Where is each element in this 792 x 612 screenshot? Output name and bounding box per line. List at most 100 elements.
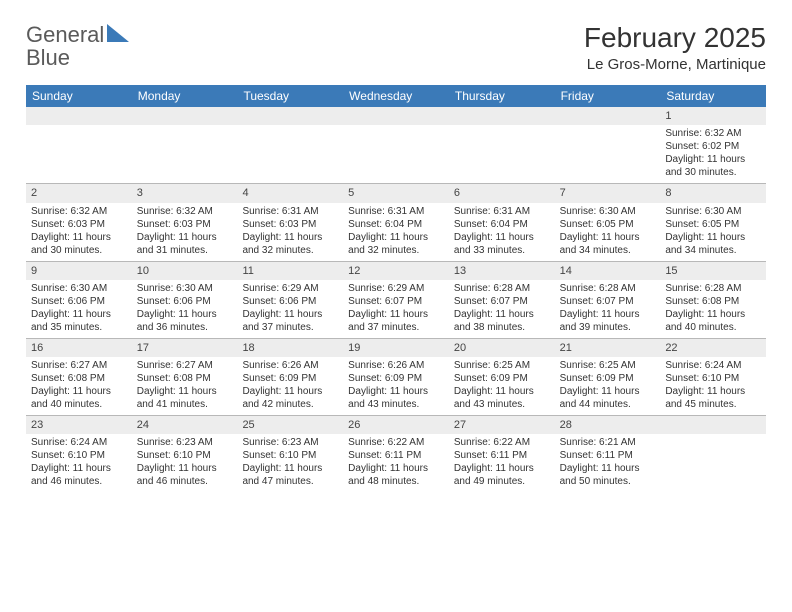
calendar: Sunday Monday Tuesday Wednesday Thursday… [26, 85, 766, 492]
day-details: Sunrise: 6:32 AMSunset: 6:03 PMDaylight:… [132, 203, 238, 261]
day-details: Sunrise: 6:27 AMSunset: 6:08 PMDaylight:… [26, 357, 132, 415]
daylight-text: Daylight: 11 hours and 40 minutes. [31, 385, 127, 411]
month-title: February 2025 [584, 22, 766, 54]
day-number: 17 [132, 339, 238, 357]
daylight-text: Daylight: 11 hours and 43 minutes. [348, 385, 444, 411]
day-cell: 28Sunrise: 6:21 AMSunset: 6:11 PMDayligh… [555, 416, 661, 492]
sunrise-text: Sunrise: 6:27 AM [137, 359, 233, 372]
sunrise-text: Sunrise: 6:30 AM [137, 282, 233, 295]
day-number [132, 107, 238, 125]
sunset-text: Sunset: 6:07 PM [348, 295, 444, 308]
daylight-text: Daylight: 11 hours and 39 minutes. [560, 308, 656, 334]
day-number: 27 [449, 416, 555, 434]
day-cell [555, 107, 661, 183]
sunrise-text: Sunrise: 6:21 AM [560, 436, 656, 449]
day-cell: 8Sunrise: 6:30 AMSunset: 6:05 PMDaylight… [660, 184, 766, 260]
day-cell: 18Sunrise: 6:26 AMSunset: 6:09 PMDayligh… [237, 339, 343, 415]
weekday-header: Saturday [660, 85, 766, 107]
day-details: Sunrise: 6:25 AMSunset: 6:09 PMDaylight:… [555, 357, 661, 415]
day-cell: 21Sunrise: 6:25 AMSunset: 6:09 PMDayligh… [555, 339, 661, 415]
day-cell: 23Sunrise: 6:24 AMSunset: 6:10 PMDayligh… [26, 416, 132, 492]
sunset-text: Sunset: 6:02 PM [665, 140, 761, 153]
day-number: 8 [660, 184, 766, 202]
location-subtitle: Le Gros-Morne, Martinique [584, 56, 766, 73]
day-cell: 6Sunrise: 6:31 AMSunset: 6:04 PMDaylight… [449, 184, 555, 260]
daylight-text: Daylight: 11 hours and 42 minutes. [242, 385, 338, 411]
sunrise-text: Sunrise: 6:26 AM [348, 359, 444, 372]
day-details: Sunrise: 6:30 AMSunset: 6:05 PMDaylight:… [555, 203, 661, 261]
sunrise-text: Sunrise: 6:31 AM [242, 205, 338, 218]
day-details: Sunrise: 6:32 AMSunset: 6:02 PMDaylight:… [660, 125, 766, 183]
day-cell: 20Sunrise: 6:25 AMSunset: 6:09 PMDayligh… [449, 339, 555, 415]
day-number: 6 [449, 184, 555, 202]
day-details: Sunrise: 6:30 AMSunset: 6:06 PMDaylight:… [26, 280, 132, 338]
day-details: Sunrise: 6:30 AMSunset: 6:05 PMDaylight:… [660, 203, 766, 261]
brand-word2: Blue [26, 45, 70, 70]
daylight-text: Daylight: 11 hours and 34 minutes. [665, 231, 761, 257]
brand-triangle-icon [107, 24, 129, 42]
day-cell [237, 107, 343, 183]
daylight-text: Daylight: 11 hours and 30 minutes. [31, 231, 127, 257]
sunset-text: Sunset: 6:10 PM [31, 449, 127, 462]
sunset-text: Sunset: 6:10 PM [137, 449, 233, 462]
daylight-text: Daylight: 11 hours and 38 minutes. [454, 308, 550, 334]
sunset-text: Sunset: 6:05 PM [560, 218, 656, 231]
sunset-text: Sunset: 6:08 PM [665, 295, 761, 308]
day-details: Sunrise: 6:26 AMSunset: 6:09 PMDaylight:… [237, 357, 343, 415]
day-number [26, 107, 132, 125]
day-number: 25 [237, 416, 343, 434]
week-row: 16Sunrise: 6:27 AMSunset: 6:08 PMDayligh… [26, 338, 766, 415]
day-details: Sunrise: 6:26 AMSunset: 6:09 PMDaylight:… [343, 357, 449, 415]
day-cell: 14Sunrise: 6:28 AMSunset: 6:07 PMDayligh… [555, 262, 661, 338]
day-cell: 15Sunrise: 6:28 AMSunset: 6:08 PMDayligh… [660, 262, 766, 338]
day-cell: 16Sunrise: 6:27 AMSunset: 6:08 PMDayligh… [26, 339, 132, 415]
sunrise-text: Sunrise: 6:31 AM [454, 205, 550, 218]
page-header: General Blue February 2025 Le Gros-Morne… [26, 22, 766, 73]
sunset-text: Sunset: 6:08 PM [137, 372, 233, 385]
sunrise-text: Sunrise: 6:22 AM [454, 436, 550, 449]
sunset-text: Sunset: 6:11 PM [348, 449, 444, 462]
day-number [343, 107, 449, 125]
sunrise-text: Sunrise: 6:28 AM [665, 282, 761, 295]
daylight-text: Daylight: 11 hours and 32 minutes. [242, 231, 338, 257]
day-cell: 24Sunrise: 6:23 AMSunset: 6:10 PMDayligh… [132, 416, 238, 492]
sunset-text: Sunset: 6:06 PM [137, 295, 233, 308]
day-cell: 27Sunrise: 6:22 AMSunset: 6:11 PMDayligh… [449, 416, 555, 492]
weekday-header: Wednesday [343, 85, 449, 107]
day-number: 1 [660, 107, 766, 125]
sunset-text: Sunset: 6:07 PM [454, 295, 550, 308]
day-cell: 9Sunrise: 6:30 AMSunset: 6:06 PMDaylight… [26, 262, 132, 338]
weekday-header: Thursday [449, 85, 555, 107]
day-details: Sunrise: 6:24 AMSunset: 6:10 PMDaylight:… [26, 434, 132, 492]
day-cell: 25Sunrise: 6:23 AMSunset: 6:10 PMDayligh… [237, 416, 343, 492]
sunset-text: Sunset: 6:11 PM [454, 449, 550, 462]
sunset-text: Sunset: 6:06 PM [242, 295, 338, 308]
day-number: 10 [132, 262, 238, 280]
sunrise-text: Sunrise: 6:30 AM [31, 282, 127, 295]
day-number: 9 [26, 262, 132, 280]
day-number: 21 [555, 339, 661, 357]
day-cell: 17Sunrise: 6:27 AMSunset: 6:08 PMDayligh… [132, 339, 238, 415]
day-details: Sunrise: 6:28 AMSunset: 6:07 PMDaylight:… [449, 280, 555, 338]
sunrise-text: Sunrise: 6:26 AM [242, 359, 338, 372]
title-block: February 2025 Le Gros-Morne, Martinique [584, 22, 766, 73]
week-row: 1Sunrise: 6:32 AMSunset: 6:02 PMDaylight… [26, 107, 766, 183]
sunrise-text: Sunrise: 6:29 AM [348, 282, 444, 295]
day-details: Sunrise: 6:31 AMSunset: 6:04 PMDaylight:… [343, 203, 449, 261]
day-number: 11 [237, 262, 343, 280]
sunrise-text: Sunrise: 6:28 AM [560, 282, 656, 295]
sunrise-text: Sunrise: 6:24 AM [31, 436, 127, 449]
day-details: Sunrise: 6:21 AMSunset: 6:11 PMDaylight:… [555, 434, 661, 492]
day-number [555, 107, 661, 125]
day-number: 13 [449, 262, 555, 280]
sunset-text: Sunset: 6:10 PM [242, 449, 338, 462]
sunset-text: Sunset: 6:09 PM [454, 372, 550, 385]
daylight-text: Daylight: 11 hours and 37 minutes. [242, 308, 338, 334]
day-number: 26 [343, 416, 449, 434]
sunrise-text: Sunrise: 6:32 AM [665, 127, 761, 140]
day-number: 24 [132, 416, 238, 434]
daylight-text: Daylight: 11 hours and 33 minutes. [454, 231, 550, 257]
sunrise-text: Sunrise: 6:22 AM [348, 436, 444, 449]
day-number: 7 [555, 184, 661, 202]
day-details: Sunrise: 6:27 AMSunset: 6:08 PMDaylight:… [132, 357, 238, 415]
